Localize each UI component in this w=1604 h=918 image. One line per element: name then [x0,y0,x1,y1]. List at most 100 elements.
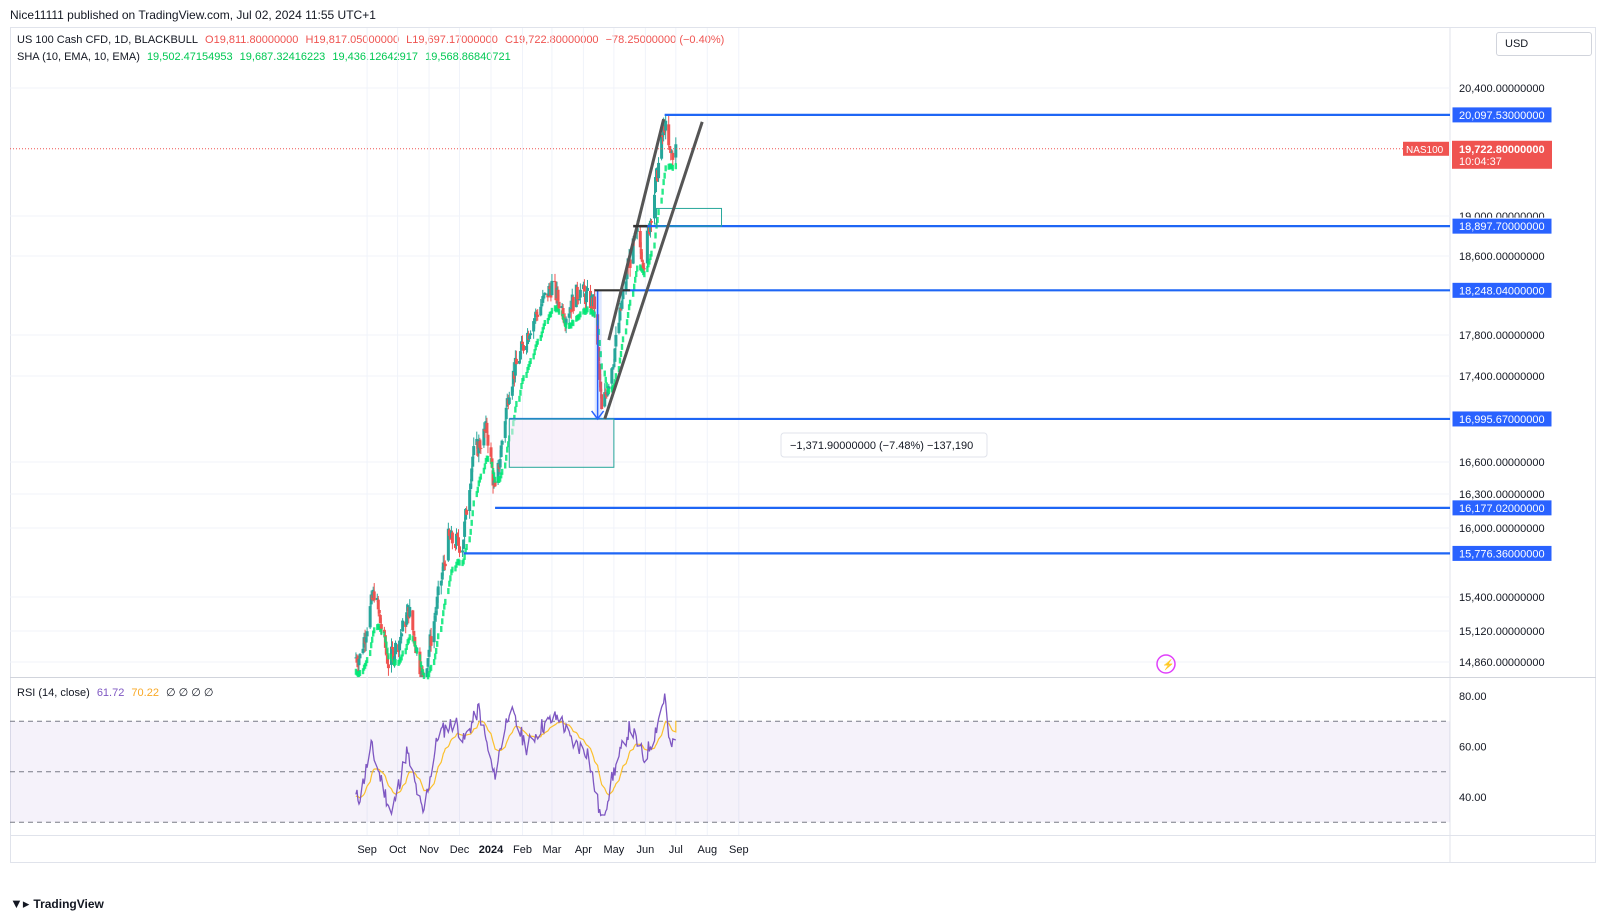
last-price-tag [1452,140,1552,169]
sha-label[interactable]: SHA (10, EMA, 10, EMA) [17,51,140,63]
candle-body [528,335,532,339]
candle-body [654,177,658,193]
candle-body [533,318,537,321]
sha-bar [539,334,542,341]
sha-bar [603,370,606,377]
candle-body [628,259,632,268]
currency-button[interactable]: USD [1496,32,1592,56]
sha-bar [674,163,678,170]
sha-bar [527,364,530,371]
price-tick-label: 16,600.00000000 [1459,457,1545,469]
sha-bar [490,461,494,468]
candle-body [560,306,564,308]
sha-bar [533,349,536,356]
candle-body [472,446,476,456]
candle-body [503,421,507,438]
candle-body [455,534,459,536]
sha-bar [471,510,474,517]
candle-body [614,334,618,347]
candle-body [557,301,561,309]
sha-bar [604,376,607,383]
sha-bar [435,640,439,647]
candle-body [465,509,469,515]
sha-bar [458,559,461,566]
level-tag-0 [1451,106,1553,124]
sha-value-1: 19,502.47154953 [146,51,233,63]
sha-bar [534,344,537,351]
tradingview-footer: ▼▸ TradingView [10,896,104,912]
sha-bar [619,350,623,357]
sha-bar [529,358,532,365]
candle-body [612,364,616,367]
sha-value-3: 19,436.12642917 [332,51,419,63]
candle-body [405,612,409,625]
candle-body [463,521,467,537]
candle-body [461,550,465,553]
candle-body [645,230,649,264]
candle-body [670,151,674,153]
candle-body [489,447,493,457]
candle-body [576,299,580,301]
candle-body [425,668,429,677]
sha-bar [440,625,443,632]
sha-bar [507,441,510,448]
candle-body [453,544,457,548]
candle-body [620,300,624,309]
candle-body [357,659,361,666]
symbol-tag-label: NAS100 [1406,145,1444,156]
candle-body [569,308,573,313]
symbol-name[interactable]: US 100 Cash CFD, 1D, BLACKBULL [17,34,198,46]
candle-body [354,657,358,659]
candle-body [664,120,668,131]
alert-bolt-glyph: ⚡ [1162,658,1174,671]
measure-label-box [780,432,988,458]
sha-bar [649,254,652,261]
sha-bar [605,382,608,389]
candle-body [432,621,436,643]
level-tag-4 [1451,499,1553,517]
sha-bar [476,486,479,493]
candle-body [534,311,538,318]
candle-body [377,609,381,614]
sha-bar [493,476,497,483]
rsi-label[interactable]: RSI (14, close) [17,687,90,699]
sha-bar [564,322,568,329]
demand-zone [508,418,615,468]
candle-body [567,313,571,318]
candle-body [640,259,644,262]
alert-bolt-icon [1156,654,1176,674]
sha-bar [664,165,667,172]
price-tick-label: 16,300.00000000 [1459,489,1545,501]
sha-legend: SHA (10, EMA, 10, EMA) 19,502.47154953 1… [17,51,515,63]
candle-body [550,280,554,296]
sha-bar [442,610,445,617]
sha-bar [536,338,539,345]
sha-bar [614,373,618,380]
sha-bar [499,472,503,479]
candle-body [433,616,437,621]
candle-body [624,281,628,290]
countdown-label: 10:04:37 [1459,156,1502,168]
time-tick-label: Apr [575,844,592,856]
candle-body [607,386,611,390]
candle-body [597,347,601,362]
sha-bar [385,641,388,648]
time-tick-label: Aug [698,844,718,856]
rsi-legend: RSI (14, close) 61.72 70.22 ∅ ∅ ∅ ∅ [17,686,218,699]
candle-body [661,135,665,137]
sha-bar [394,659,397,666]
sha-bar [387,653,390,660]
candle-body [442,562,446,564]
time-tick-label: May [603,844,624,856]
candle-body [514,358,518,365]
candle-body [561,308,565,320]
candle-body [578,289,582,298]
candle-body [443,563,447,567]
sha-bar [598,339,601,346]
sha-bar [483,463,487,470]
candle-body [435,596,439,609]
candle-body [584,291,588,303]
sha-bar [419,661,423,668]
sha-bar [627,304,631,311]
